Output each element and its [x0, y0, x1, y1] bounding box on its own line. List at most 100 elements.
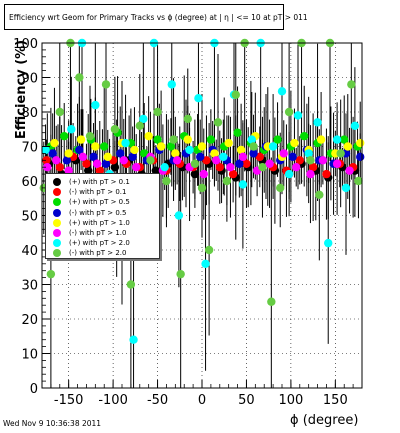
data-point: [41, 145, 50, 155]
data-point: [67, 125, 76, 134]
data-point: [132, 163, 141, 172]
legend-label: (+) with pT > 2.0: [69, 239, 130, 248]
data-point: [306, 156, 315, 165]
y-tick-label: 30: [21, 279, 38, 294]
data-point: [345, 166, 354, 175]
data-point: [202, 156, 211, 165]
data-point: [190, 159, 200, 168]
data-point: [277, 87, 287, 96]
data-point: [172, 156, 182, 165]
y-tick-label: 50: [21, 210, 38, 225]
y-tick-label: 70: [21, 141, 38, 156]
x-tick-label: 0: [198, 393, 206, 408]
data-point: [85, 131, 95, 141]
data-point: [194, 94, 203, 103]
data-point: [78, 152, 88, 162]
data-point: [129, 335, 138, 344]
data-point: [46, 269, 56, 279]
data-point: [313, 118, 322, 127]
data-point: [235, 159, 244, 168]
data-point: [288, 152, 297, 162]
data-point: [315, 190, 324, 199]
legend-item: (+) with pT > 0.1: [46, 177, 159, 187]
data-point: [273, 135, 282, 144]
data-point: [318, 156, 328, 165]
legend-item: (-) with pT > 0.5: [46, 208, 159, 218]
legend-label: (-) with pT > 0.5: [69, 208, 127, 217]
y-tick-label: 0: [30, 382, 38, 397]
data-point: [279, 149, 288, 158]
x-tick-label: 150: [323, 393, 348, 408]
legend: (+) with pT > 0.1 (-) with pT > 0.1 (+) wi…: [45, 173, 160, 259]
legend-marker: [53, 178, 61, 186]
data-point: [336, 149, 345, 158]
data-point: [130, 145, 139, 155]
data-point: [50, 138, 59, 148]
data-point: [322, 169, 331, 179]
data-point: [91, 100, 100, 110]
data-point: [185, 145, 194, 155]
data-point: [340, 135, 349, 144]
tick-labels: 0 10 20 30 40 50 60 70 80 90 100 -150 -100 -50 0 50 100 1…: [13, 37, 348, 408]
data-point: [238, 180, 248, 189]
x-tick-label: 50: [238, 393, 255, 408]
data-point: [341, 183, 351, 193]
data-point: [222, 176, 232, 186]
data-point: [153, 107, 162, 117]
data-point: [110, 125, 120, 134]
data-point: [95, 166, 104, 175]
data-point: [233, 128, 242, 137]
data-point: [103, 152, 112, 162]
data-point: [247, 135, 256, 144]
data-point: [75, 145, 84, 155]
data-point: [258, 163, 267, 172]
data-point: [316, 135, 326, 144]
legend-label: (-) with pT > 1.0: [69, 229, 127, 237]
data-point: [64, 149, 73, 158]
x-tick-label: -100: [98, 393, 128, 408]
data-point: [204, 245, 214, 255]
data-point: [249, 149, 258, 158]
data-point: [199, 169, 208, 179]
data-point: [64, 166, 73, 175]
data-point: [356, 138, 365, 148]
data-point: [219, 152, 228, 162]
legend-label: (+) with pT > 1.0: [69, 218, 130, 227]
data-point: [128, 152, 137, 162]
data-point: [265, 159, 274, 168]
x-tick-label: 100: [278, 393, 303, 408]
data-point: [92, 159, 102, 168]
data-point: [213, 118, 223, 127]
data-point: [249, 142, 258, 151]
legend-marker: [53, 188, 61, 197]
data-point: [308, 163, 318, 172]
data-point: [116, 149, 125, 158]
legend-item: (-) with pT > 2.0: [46, 248, 159, 258]
timestamp: Wed Nov 9 10:36:38 2011: [3, 419, 102, 428]
data-point: [110, 163, 120, 172]
data-point: [146, 156, 155, 165]
data-point: [52, 156, 61, 165]
data-point: [197, 142, 207, 151]
data-point: [292, 163, 301, 172]
y-tick-label: 60: [21, 175, 38, 190]
data-point: [174, 211, 184, 220]
data-point: [332, 159, 342, 168]
data-point: [224, 138, 233, 148]
y-axis-label: Efficiency (%): [14, 39, 30, 140]
legend-marker: [53, 229, 61, 237]
data-point: [126, 280, 136, 289]
legend-item: (+) with pT > 0.5: [46, 197, 159, 207]
data-point: [62, 156, 72, 165]
legend-item: (-) with pT > 0.1: [46, 187, 159, 197]
data-point: [190, 169, 200, 179]
data-point: [284, 169, 294, 179]
data-point: [91, 142, 100, 151]
data-point: [343, 142, 352, 151]
x-tick-label: -150: [54, 393, 84, 408]
data-point: [169, 135, 178, 144]
y-tick-label: 20: [21, 313, 38, 328]
x-axis-label: ϕ (degree): [290, 413, 359, 428]
